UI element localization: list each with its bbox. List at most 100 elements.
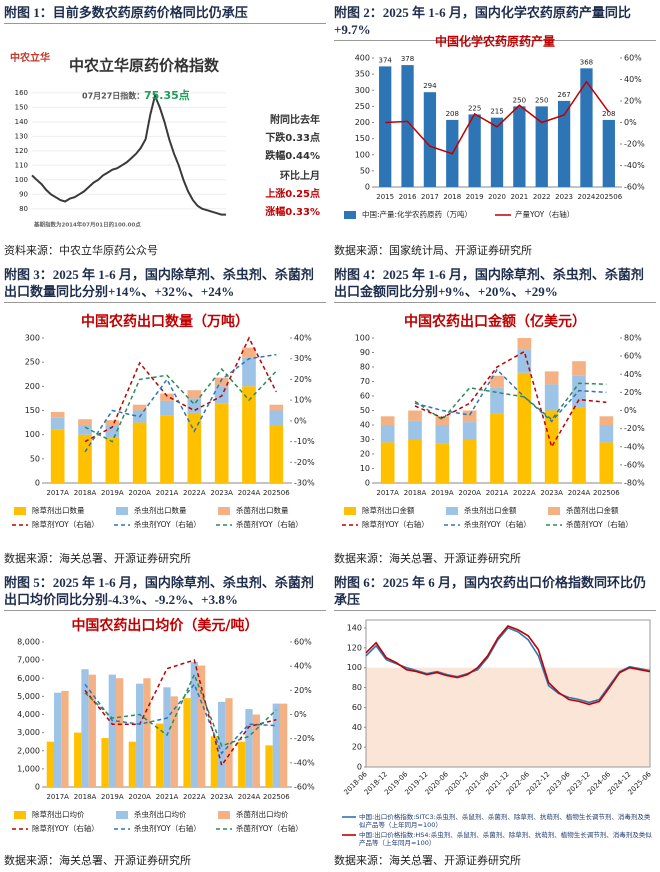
x-tick-label: 2018A: [74, 793, 97, 801]
y-tick-label: 90: [360, 348, 370, 357]
bar: [187, 398, 202, 413]
y-tick-label: 250: [25, 358, 40, 367]
series-line: [84, 682, 277, 755]
data-label: 267: [557, 91, 570, 99]
y-tick-label: 70: [360, 377, 370, 386]
y-tick-label: 5,000: [17, 692, 40, 701]
x-tick-label: 202506: [263, 489, 290, 497]
bar: [197, 665, 206, 787]
bar: [50, 417, 65, 430]
data-label: 378: [401, 55, 414, 63]
y2-tick-label: 40%: [294, 662, 312, 671]
plot-frame: [365, 619, 651, 768]
bar: [183, 698, 191, 787]
y-tick-label: 0: [365, 479, 370, 488]
x-tick-label: 2018A: [74, 489, 97, 497]
chart-title: 中农立华原药价格指数: [69, 57, 220, 75]
legend-item: 中国:出口价格指数:HS4:杀虫剂、杀鼠剂、杀菌剂、除草剂、抗萌剂、植物生长调节…: [359, 831, 652, 847]
y-tick-label: 140: [347, 623, 362, 632]
y-tick-label: 300: [25, 334, 40, 343]
bar: [544, 371, 559, 385]
annotation: 基期指数为2014年07月01日的100.00点: [33, 221, 141, 229]
legend-swatch: [446, 507, 458, 515]
x-tick-label: 2015: [376, 193, 394, 201]
x-tick-label: 2022: [533, 193, 551, 201]
y-tick-label: 40: [360, 421, 370, 430]
bar: [245, 709, 253, 787]
y2-tick-label: 30%: [294, 354, 312, 363]
chart: 0204060801001201402018-062018-122019-062…: [342, 619, 653, 847]
bar: [468, 114, 481, 187]
chart-title: 中国农药出口金额（亿美元）: [404, 313, 586, 330]
y-tick-label: 100: [347, 663, 362, 672]
bar: [490, 375, 504, 388]
bar: [435, 443, 450, 483]
legend-label: 除草剂YOY（右轴）: [32, 823, 99, 833]
bar: [557, 100, 571, 187]
y-tick-label: 100: [15, 176, 28, 184]
y2-tick-label: -40%: [624, 161, 645, 170]
x-tick-label: 202506: [595, 193, 622, 201]
bar: [462, 422, 477, 440]
figure-source: 资料来源：中农立华原药公众号: [4, 245, 158, 257]
data-label: 225: [468, 104, 481, 112]
bar: [156, 723, 164, 787]
y-tick-label: 6,000: [17, 674, 40, 683]
x-tick-label: 2020A: [128, 489, 151, 497]
bar: [380, 442, 395, 483]
bar: [214, 377, 229, 387]
y2-tick-label: -20%: [624, 140, 645, 149]
y-tick-label: 130: [15, 132, 28, 140]
legend-label: 杀菌剂出口均价: [236, 809, 289, 819]
annotation: 75.35点: [144, 88, 190, 102]
bar: [580, 68, 593, 187]
series-line: [385, 80, 610, 155]
data-label: 368: [580, 58, 593, 66]
x-tick-label: 2023A: [540, 489, 563, 497]
y2-tick-label: 0%: [624, 406, 637, 415]
series-line: [84, 367, 277, 443]
y-tick-label: 50: [360, 406, 370, 415]
y-tick-label: 150: [25, 406, 40, 415]
data-label: 294: [423, 82, 437, 90]
figure-source: 数据来源：海关总署、开源证券研究所: [4, 553, 191, 565]
x-tick-label: 2024A: [238, 793, 261, 801]
legend-label: 杀虫剂出口数量: [134, 505, 187, 515]
bar: [265, 745, 273, 787]
y2-tick-label: 10%: [294, 396, 312, 405]
series-line: [84, 336, 277, 443]
data-label: 374: [378, 56, 392, 64]
annotation: 附同比去年: [270, 113, 320, 126]
legend-swatch: [548, 507, 560, 515]
bar: [128, 741, 137, 787]
bar: [544, 410, 559, 483]
x-tick-label: 2020: [488, 193, 506, 201]
bar: [380, 425, 395, 443]
bar: [78, 425, 92, 435]
annotation: 涨幅0.33%: [265, 205, 320, 218]
bar: [242, 386, 256, 483]
y2-tick-label: 60%: [624, 352, 642, 361]
legend-label: 中国:出口价格指数:SITC3:杀虫剂、杀鼠剂、杀菌剂、除草剂、抗萌剂、植物生长…: [359, 813, 651, 829]
bar: [88, 674, 96, 787]
y2-tick-label: -40%: [294, 758, 315, 767]
x-tick-label: 2022A: [183, 489, 206, 497]
bar: [143, 678, 151, 787]
y-tick-label: 150: [15, 103, 28, 111]
bar: [535, 106, 548, 187]
series-line: [84, 659, 277, 768]
y-tick-label: 3,000: [17, 728, 40, 737]
y-tick-label: 20: [352, 743, 362, 752]
bar: [599, 425, 614, 443]
y2-tick-label: 80%: [624, 334, 642, 343]
chart-title: 中国化学农药原药产量: [435, 34, 555, 49]
x-tick-label: 2021A: [486, 489, 509, 497]
y-tick-label: 8,000: [17, 638, 40, 647]
y2-tick-label: 40%: [294, 334, 312, 343]
bar: [50, 411, 65, 418]
annotation: 上涨0.25点: [265, 187, 320, 200]
chart: 中国农药出口数量（万吨） 0 50 100 150 200 250 300 -30% -20% -1…: [12, 313, 315, 529]
y-tick-label: 400: [355, 54, 370, 63]
bar: [81, 669, 89, 787]
x-tick-label: 2018A: [404, 489, 427, 497]
